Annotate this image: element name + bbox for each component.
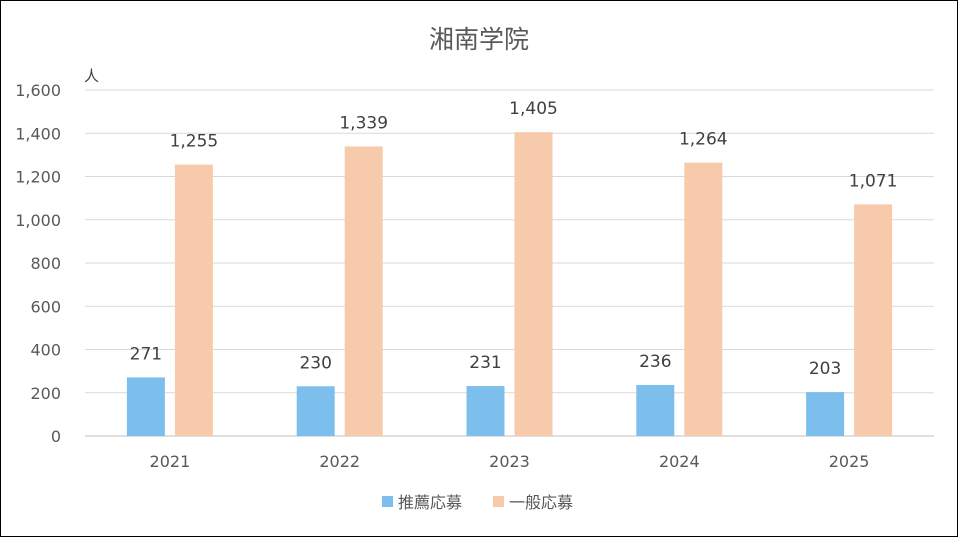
data-label: 1,255: [170, 132, 219, 152]
x-tick-label: 2024: [659, 452, 700, 471]
data-label: 230: [299, 353, 331, 373]
x-tick-label: 2023: [489, 452, 530, 471]
x-tick-label: 2021: [150, 452, 191, 471]
data-label: 1,071: [849, 171, 898, 191]
y-tick-label: 1,000: [15, 211, 61, 230]
legend-swatch: [382, 496, 393, 507]
y-tick-label: 400: [30, 341, 61, 360]
bar-suisen: [466, 386, 505, 436]
x-tick-label: 2025: [829, 452, 870, 471]
x-axis-ticks: 2021 2022 2023 2024 2025: [150, 452, 870, 471]
bar-suisen: [806, 392, 845, 436]
legend-label: 推薦応募: [398, 493, 462, 512]
data-label: 271: [130, 344, 162, 364]
bar-suisen: [296, 386, 335, 436]
x-tick-label: 2022: [319, 452, 360, 471]
y-tick-label: 600: [30, 297, 61, 316]
data-labels: 271 1,255 230 1,339 231 1,405 236 1,264 203 1,071: [130, 99, 898, 379]
y-tick-label: 1,200: [15, 168, 61, 187]
legend-label: 一般応募: [509, 493, 573, 512]
data-label: 1,405: [509, 99, 558, 119]
y-axis-unit: 人: [84, 67, 99, 85]
y-tick-label: 200: [30, 384, 61, 403]
data-label: 1,339: [339, 113, 388, 133]
y-tick-label: 0: [51, 427, 61, 446]
gridlines: [85, 89, 934, 437]
data-label: 231: [469, 353, 501, 373]
y-axis-ticks: 0 200 400 600 800 1,000 1,200 1,400 1,600: [15, 81, 61, 446]
legend-swatch: [493, 496, 504, 507]
legend: 推薦応募 一般応募: [382, 493, 573, 512]
bar-ippan: [854, 204, 893, 436]
bar-suisen: [636, 384, 675, 436]
bar-ippan: [344, 146, 383, 436]
data-label: 203: [809, 359, 841, 379]
bar-ippan: [174, 164, 213, 436]
bar-suisen: [126, 377, 165, 436]
chart-title: 湘南学院: [429, 25, 529, 54]
y-tick-label: 1,400: [15, 124, 61, 143]
bars: [126, 132, 893, 436]
bar-ippan: [514, 132, 553, 436]
bar-ippan: [684, 162, 723, 436]
data-label: 236: [639, 352, 671, 372]
y-tick-label: 1,600: [15, 81, 61, 100]
y-tick-label: 800: [30, 254, 61, 273]
data-label: 1,264: [679, 130, 728, 150]
